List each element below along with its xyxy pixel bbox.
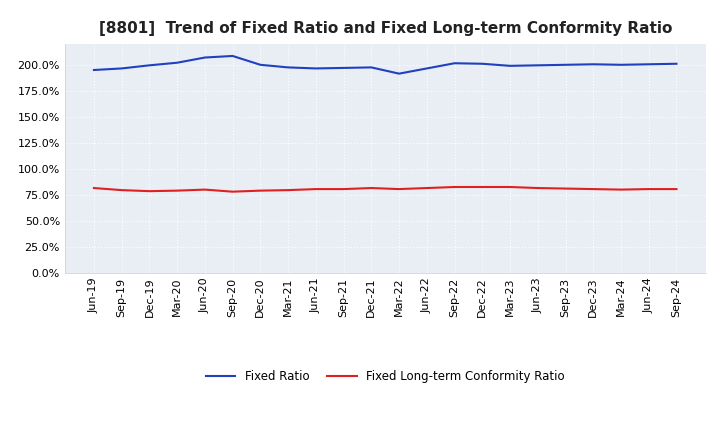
Fixed Ratio: [284, 65, 292, 70]
Fixed Ratio: [339, 65, 348, 70]
Fixed Long-term Conformity Ratio: [256, 188, 265, 193]
Fixed Long-term Conformity Ratio: [505, 184, 514, 190]
Fixed Long-term Conformity Ratio: [534, 185, 542, 191]
Fixed Ratio: [256, 62, 265, 67]
Fixed Long-term Conformity Ratio: [145, 188, 154, 194]
Fixed Ratio: [561, 62, 570, 67]
Fixed Ratio: [173, 60, 181, 66]
Fixed Ratio: [478, 61, 487, 66]
Fixed Ratio: [672, 61, 681, 66]
Fixed Long-term Conformity Ratio: [173, 188, 181, 193]
Fixed Ratio: [395, 71, 403, 76]
Fixed Ratio: [367, 65, 376, 70]
Fixed Ratio: [423, 66, 431, 71]
Fixed Long-term Conformity Ratio: [450, 184, 459, 190]
Fixed Long-term Conformity Ratio: [367, 185, 376, 191]
Fixed Ratio: [228, 53, 237, 59]
Fixed Ratio: [589, 62, 598, 67]
Fixed Long-term Conformity Ratio: [561, 186, 570, 191]
Fixed Long-term Conformity Ratio: [478, 184, 487, 190]
Fixed Ratio: [117, 66, 126, 71]
Fixed Ratio: [89, 67, 98, 73]
Fixed Long-term Conformity Ratio: [201, 187, 210, 192]
Fixed Long-term Conformity Ratio: [644, 187, 653, 192]
Fixed Ratio: [450, 61, 459, 66]
Fixed Long-term Conformity Ratio: [117, 187, 126, 193]
Title: [8801]  Trend of Fixed Ratio and Fixed Long-term Conformity Ratio: [8801] Trend of Fixed Ratio and Fixed Lo…: [99, 21, 672, 36]
Fixed Ratio: [312, 66, 320, 71]
Fixed Long-term Conformity Ratio: [589, 187, 598, 192]
Fixed Ratio: [616, 62, 625, 67]
Fixed Ratio: [644, 62, 653, 67]
Fixed Long-term Conformity Ratio: [423, 185, 431, 191]
Line: Fixed Long-term Conformity Ratio: Fixed Long-term Conformity Ratio: [94, 187, 677, 192]
Fixed Long-term Conformity Ratio: [672, 187, 681, 192]
Fixed Ratio: [145, 62, 154, 68]
Fixed Ratio: [534, 62, 542, 68]
Fixed Ratio: [201, 55, 210, 60]
Fixed Long-term Conformity Ratio: [284, 187, 292, 193]
Fixed Long-term Conformity Ratio: [228, 189, 237, 194]
Fixed Ratio: [505, 63, 514, 69]
Line: Fixed Ratio: Fixed Ratio: [94, 56, 677, 73]
Fixed Long-term Conformity Ratio: [395, 187, 403, 192]
Fixed Long-term Conformity Ratio: [339, 187, 348, 192]
Fixed Long-term Conformity Ratio: [312, 187, 320, 192]
Fixed Long-term Conformity Ratio: [89, 185, 98, 191]
Legend: Fixed Ratio, Fixed Long-term Conformity Ratio: Fixed Ratio, Fixed Long-term Conformity …: [201, 366, 570, 388]
Fixed Long-term Conformity Ratio: [616, 187, 625, 192]
